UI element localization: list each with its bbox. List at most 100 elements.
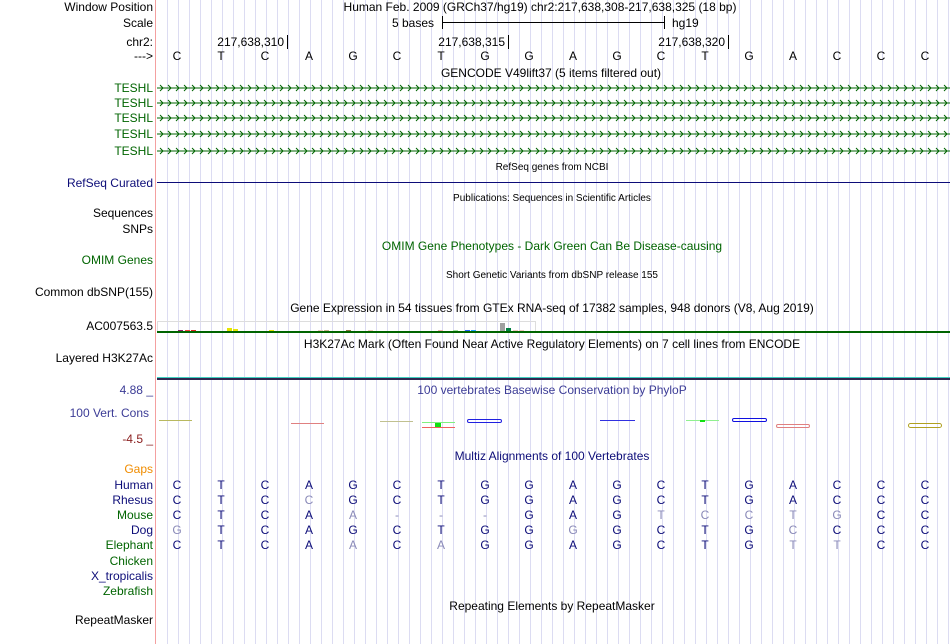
strand-arrow-icon bbox=[807, 99, 812, 107]
transcript-line[interactable] bbox=[157, 147, 950, 155]
strand-arrow-icon bbox=[391, 147, 396, 155]
strand-arrow-icon bbox=[863, 147, 868, 155]
strand-arrow-icon bbox=[895, 130, 900, 138]
aligned-base: C bbox=[260, 538, 270, 552]
aligned-base: C bbox=[172, 493, 182, 507]
species-label[interactable]: Mouse bbox=[116, 508, 153, 522]
strand-arrow-icon bbox=[463, 99, 468, 107]
strand-arrow-icon bbox=[231, 114, 236, 122]
phylop-label[interactable]: 100 Vert. Cons bbox=[69, 406, 149, 420]
strand-arrow-icon bbox=[343, 84, 348, 92]
strand-arrow-icon bbox=[215, 99, 220, 107]
strand-arrow-icon bbox=[855, 114, 860, 122]
strand-arrow-icon bbox=[791, 130, 796, 138]
strand-arrow-icon bbox=[783, 130, 788, 138]
strand-arrow-icon bbox=[255, 130, 260, 138]
strand-arrow-icon bbox=[631, 99, 636, 107]
strand-arrow-icon bbox=[791, 147, 796, 155]
gencode-item-label[interactable]: TESHL bbox=[114, 81, 153, 95]
strand-arrow-icon bbox=[831, 99, 836, 107]
gencode-item-label[interactable]: TESHL bbox=[114, 111, 153, 125]
strand-arrow-icon bbox=[887, 114, 892, 122]
repeatmasker-label[interactable]: RepeatMasker bbox=[74, 613, 153, 627]
refseq-gene-line[interactable] bbox=[157, 182, 950, 183]
aligned-base: C bbox=[876, 493, 886, 507]
species-label[interactable]: Zebrafish bbox=[102, 584, 153, 598]
strand-arrow-icon bbox=[247, 114, 252, 122]
phylop-min-label: -4.5 _ bbox=[122, 432, 153, 446]
strand-arrow-icon bbox=[719, 130, 724, 138]
strand-arrow-icon bbox=[487, 147, 492, 155]
strand-arrow-icon bbox=[351, 130, 356, 138]
aligned-base: G bbox=[348, 523, 358, 537]
strand-arrow-icon bbox=[527, 147, 532, 155]
snps-label[interactable]: SNPs bbox=[122, 222, 153, 236]
aligned-base: T bbox=[437, 478, 445, 492]
base-letter: C bbox=[172, 49, 182, 63]
strand-arrow-icon bbox=[751, 114, 756, 122]
transcript-line[interactable] bbox=[157, 130, 950, 138]
strand-arrow-icon bbox=[423, 84, 428, 92]
phylop-mark bbox=[732, 418, 767, 422]
transcript-line[interactable] bbox=[157, 114, 950, 122]
gtex-gene-label[interactable]: AC007563.5 bbox=[86, 319, 153, 333]
species-label[interactable]: Dog bbox=[130, 523, 153, 537]
species-label[interactable]: Elephant bbox=[105, 538, 153, 552]
dbsnp-label[interactable]: Common dbSNP(155) bbox=[34, 285, 153, 299]
strand-arrow-icon bbox=[455, 99, 460, 107]
species-label[interactable]: Human bbox=[114, 478, 153, 492]
strand-arrow-icon bbox=[767, 147, 772, 155]
strand-arrow-icon bbox=[727, 147, 732, 155]
h3k27ac-signal-line[interactable] bbox=[157, 377, 950, 378]
omim-label[interactable]: OMIM Genes bbox=[81, 253, 153, 267]
strand-arrow-icon bbox=[503, 147, 508, 155]
aligned-base: A bbox=[568, 508, 577, 522]
aligned-base: C bbox=[832, 523, 842, 537]
species-label[interactable]: Chicken bbox=[109, 554, 153, 568]
strand-arrow-icon bbox=[607, 147, 612, 155]
strand-arrow-icon bbox=[455, 147, 460, 155]
strand-arrow-icon bbox=[567, 114, 572, 122]
strand-arrow-icon bbox=[255, 114, 260, 122]
refseq-label[interactable]: RefSeq Curated bbox=[66, 176, 153, 190]
species-label[interactable]: X_tropicalis bbox=[90, 569, 153, 583]
strand-arrow-icon bbox=[655, 147, 660, 155]
strand-arrow-icon bbox=[639, 130, 644, 138]
strand-arrow-icon bbox=[263, 99, 268, 107]
strand-arrow-icon bbox=[599, 114, 604, 122]
gaps-label[interactable]: Gaps bbox=[124, 462, 153, 476]
base-letter: C bbox=[920, 49, 930, 63]
phylop-mark bbox=[422, 422, 455, 423]
strand-arrow-icon bbox=[815, 114, 820, 122]
strand-arrow-icon bbox=[375, 99, 380, 107]
strand-arrow-icon bbox=[935, 147, 940, 155]
gencode-item-label[interactable]: TESHL bbox=[114, 127, 153, 141]
strand-arrow-icon bbox=[431, 114, 436, 122]
strand-arrow-icon bbox=[623, 130, 628, 138]
aligned-base: T bbox=[701, 538, 709, 552]
aligned-base: G bbox=[524, 478, 534, 492]
strand-arrow-icon bbox=[735, 114, 740, 122]
strand-arrow-icon bbox=[599, 147, 604, 155]
strand-arrow-icon bbox=[871, 84, 876, 92]
strand-arrow-icon bbox=[583, 130, 588, 138]
strand-arrow-icon bbox=[607, 84, 612, 92]
gencode-item-label[interactable]: TESHL bbox=[114, 96, 153, 110]
aligned-base: C bbox=[260, 523, 270, 537]
gencode-item-label[interactable]: TESHL bbox=[114, 144, 153, 158]
sequences-label[interactable]: Sequences bbox=[92, 206, 153, 220]
strand-arrow-icon bbox=[631, 84, 636, 92]
base-letter: T bbox=[217, 49, 225, 63]
h3k27ac-label[interactable]: Layered H3K27Ac bbox=[55, 351, 153, 365]
species-label[interactable]: Rhesus bbox=[112, 493, 153, 507]
strand-arrow-icon bbox=[319, 84, 324, 92]
strand-arrow-icon bbox=[879, 99, 884, 107]
aligned-base: C bbox=[172, 478, 182, 492]
transcript-line[interactable] bbox=[157, 84, 950, 92]
scale-bar-text: 5 bases bbox=[392, 16, 435, 30]
strand-arrow-icon bbox=[535, 147, 540, 155]
gencode-transcripts[interactable] bbox=[157, 80, 950, 160]
transcript-line[interactable] bbox=[157, 99, 950, 107]
